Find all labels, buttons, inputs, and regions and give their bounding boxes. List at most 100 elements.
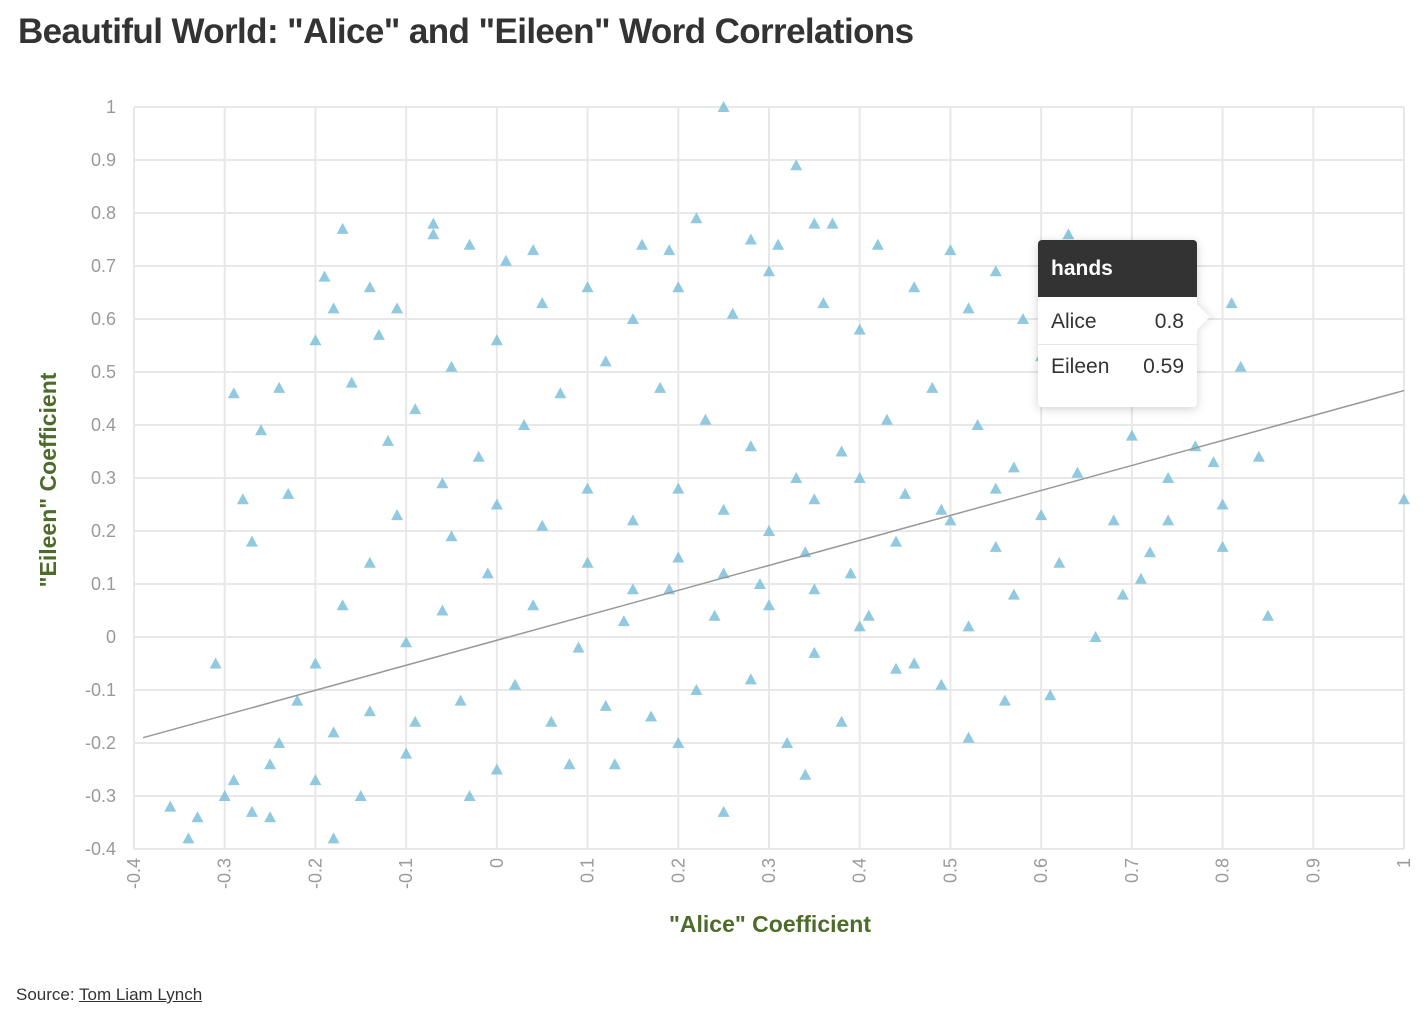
data-point[interactable] [490, 498, 503, 510]
data-point[interactable] [672, 281, 685, 293]
data-point[interactable] [989, 482, 1002, 494]
data-point[interactable] [853, 472, 866, 483]
data-point[interactable] [1017, 313, 1029, 324]
data-point[interactable] [636, 238, 648, 250]
data-point[interactable] [599, 699, 612, 711]
data-point[interactable] [182, 832, 195, 844]
data-point[interactable] [472, 450, 485, 462]
data-point[interactable] [363, 705, 376, 717]
data-point[interactable] [463, 238, 476, 250]
data-point[interactable] [581, 556, 594, 568]
data-point[interactable] [427, 217, 440, 229]
data-point[interactable] [400, 747, 413, 759]
data-point[interactable] [799, 768, 812, 780]
data-point[interactable] [1007, 588, 1020, 600]
data-point[interactable] [781, 737, 794, 748]
data-point[interactable] [962, 620, 975, 632]
data-point[interactable] [318, 270, 331, 282]
data-point[interactable] [255, 424, 267, 436]
data-point[interactable] [282, 487, 295, 499]
data-point[interactable] [273, 381, 286, 393]
data-point[interactable] [409, 715, 422, 727]
data-point[interactable] [672, 482, 685, 494]
data-point[interactable] [227, 774, 240, 786]
data-point[interactable] [744, 673, 757, 685]
data-point[interactable] [354, 790, 367, 801]
data-point[interactable] [581, 482, 594, 494]
data-point[interactable] [717, 101, 730, 112]
data-point[interactable] [908, 657, 921, 669]
data-point[interactable] [164, 800, 177, 812]
data-point[interactable] [1162, 514, 1175, 526]
data-point[interactable] [436, 604, 449, 616]
data-point[interactable] [363, 281, 376, 293]
data-point[interactable] [1252, 450, 1265, 462]
data-point[interactable] [617, 615, 630, 627]
data-point[interactable] [1062, 228, 1075, 240]
data-point[interactable] [581, 281, 594, 293]
data-point[interactable] [672, 737, 685, 748]
data-point[interactable] [962, 302, 975, 314]
data-point[interactable] [890, 662, 902, 674]
data-point[interactable] [772, 238, 785, 250]
data-point[interactable] [672, 551, 685, 563]
data-point[interactable] [490, 763, 503, 775]
data-point[interactable] [880, 413, 893, 425]
data-point[interactable] [1007, 461, 1020, 473]
data-point[interactable] [862, 609, 875, 621]
data-point[interactable] [989, 540, 1002, 552]
data-point[interactable] [1261, 609, 1274, 621]
data-point[interactable] [1144, 546, 1156, 558]
data-point[interactable] [1134, 572, 1147, 584]
data-point[interactable] [545, 715, 558, 727]
data-point[interactable] [1225, 297, 1238, 309]
data-point[interactable] [536, 519, 549, 531]
data-point[interactable] [499, 254, 512, 266]
data-point[interactable] [817, 297, 830, 309]
data-point[interactable] [717, 805, 730, 817]
data-point[interactable] [218, 790, 231, 801]
data-point[interactable] [481, 567, 494, 579]
data-point[interactable] [509, 678, 521, 690]
data-point[interactable] [690, 684, 703, 695]
data-point[interactable] [808, 646, 821, 658]
data-point[interactable] [527, 244, 540, 256]
data-point[interactable] [409, 403, 422, 415]
data-point[interactable] [1035, 509, 1048, 521]
data-point[interactable] [935, 678, 948, 690]
data-point[interactable] [264, 758, 277, 770]
data-point[interactable] [808, 583, 821, 595]
data-point[interactable] [699, 413, 712, 425]
data-point[interactable] [236, 493, 249, 505]
data-point[interactable] [1207, 456, 1220, 468]
data-point[interactable] [826, 217, 839, 229]
data-point[interactable] [871, 238, 884, 250]
data-point[interactable] [962, 731, 975, 743]
data-point[interactable] [336, 599, 349, 611]
data-point[interactable] [309, 774, 322, 786]
data-point[interactable] [454, 694, 467, 706]
data-point[interactable] [944, 244, 957, 256]
data-point[interactable] [291, 694, 304, 706]
data-point[interactable] [690, 212, 703, 224]
data-point[interactable] [391, 302, 404, 314]
data-point[interactable] [626, 583, 639, 595]
data-point[interactable] [717, 503, 730, 515]
source-link[interactable]: Tom Liam Lynch [79, 985, 203, 1004]
data-point[interactable] [890, 535, 902, 547]
data-point[interactable] [1216, 540, 1229, 552]
data-point[interactable] [536, 297, 549, 309]
data-point[interactable] [327, 302, 340, 314]
data-point[interactable] [463, 790, 476, 801]
data-point[interactable] [382, 434, 394, 446]
data-point[interactable] [1089, 631, 1102, 642]
data-point[interactable] [853, 620, 866, 632]
data-point[interactable] [327, 832, 340, 844]
data-point[interactable] [518, 419, 531, 430]
data-point[interactable] [427, 228, 440, 240]
data-point[interactable] [527, 599, 540, 611]
data-point[interactable] [808, 217, 821, 229]
data-point[interactable] [309, 334, 322, 346]
data-point[interactable] [209, 657, 222, 669]
data-point[interactable] [1125, 429, 1138, 441]
